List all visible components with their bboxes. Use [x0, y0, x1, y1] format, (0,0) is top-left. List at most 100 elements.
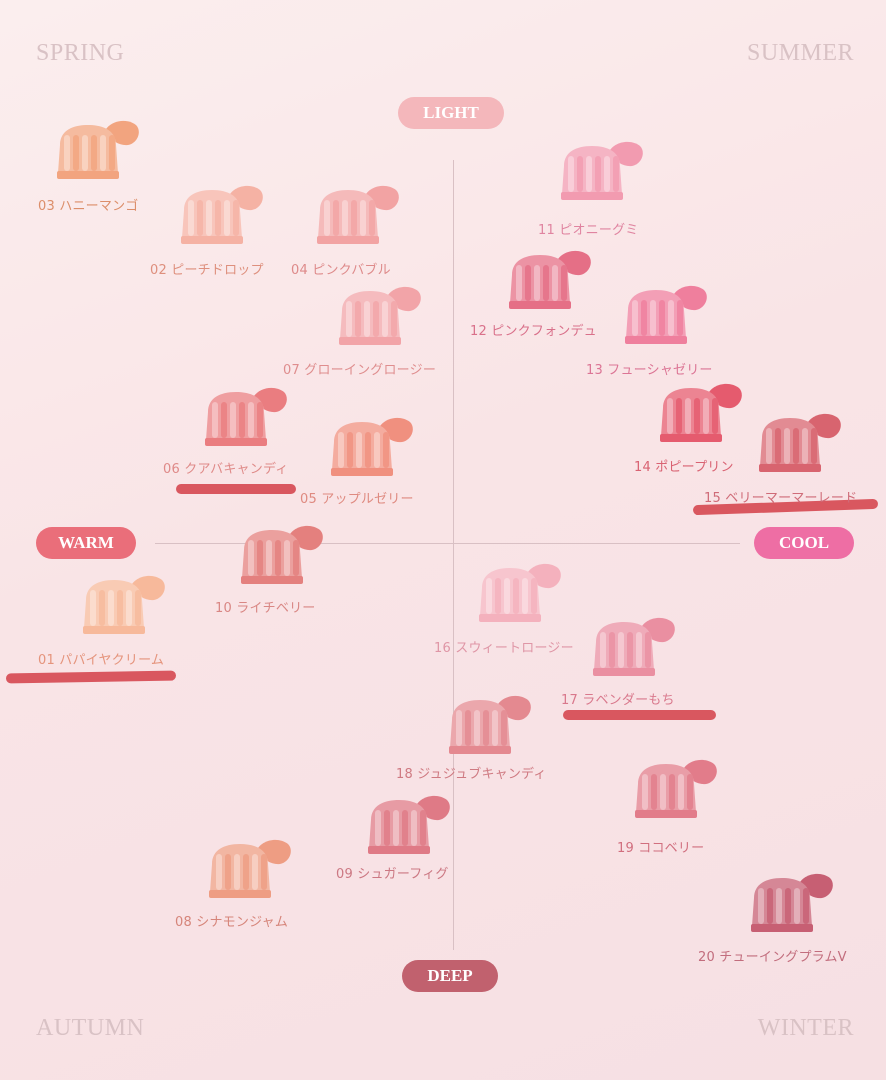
- jelly-swatch-icon: [241, 525, 323, 584]
- jelly-ridge-icon: [483, 710, 489, 746]
- product-label: 06 クアバキャンディ: [163, 462, 289, 477]
- jelly-ridge-icon: [486, 578, 492, 614]
- jelly-ridge-icon: [609, 632, 615, 668]
- jelly-ridge-icon: [109, 135, 115, 171]
- jelly-ridge-icon: [239, 402, 245, 438]
- jelly-ridge-icon: [712, 398, 718, 434]
- jelly-ridge-icon: [811, 428, 817, 464]
- jelly-ridge-icon: [225, 854, 231, 890]
- jelly-ridge-icon: [492, 710, 498, 746]
- jelly-ridge-icon: [221, 402, 227, 438]
- product-label: 19 ココベリー: [617, 841, 705, 856]
- jelly-ridge-icon: [126, 590, 132, 626]
- jelly-ridge-icon: [206, 200, 212, 236]
- jelly-ridge-icon: [215, 200, 221, 236]
- jelly-swatch-icon: [57, 120, 139, 179]
- jelly-base-icon: [759, 464, 821, 472]
- jelly-ridge-icon: [669, 774, 675, 810]
- jelly-ridge-icon: [402, 810, 408, 846]
- jelly-ridge-icon: [64, 135, 70, 171]
- product-label: 08 シナモンジャム: [175, 915, 289, 930]
- jelly-ridge-icon: [257, 540, 263, 576]
- product-label: 11 ピオニーグミ: [538, 223, 639, 238]
- jelly-ridge-icon: [324, 200, 330, 236]
- jelly-ridge-icon: [90, 590, 96, 626]
- jelly-ridge-icon: [338, 432, 344, 468]
- jelly-ridge-icon: [501, 710, 507, 746]
- jelly-ridge-icon: [784, 428, 790, 464]
- jelly-ridge-icon: [766, 428, 772, 464]
- jelly-ridge-icon: [82, 135, 88, 171]
- deep-pill: DEEP: [402, 960, 498, 992]
- jelly-ridge-icon: [525, 265, 531, 301]
- jelly-ridge-icon: [641, 300, 647, 336]
- jelly-ridge-icon: [645, 632, 651, 668]
- jelly-ridge-icon: [420, 810, 426, 846]
- jelly-ridge-icon: [108, 590, 114, 626]
- jelly-ridge-icon: [802, 428, 808, 464]
- jelly-ridge-icon: [522, 578, 528, 614]
- jelly-ridge-icon: [676, 398, 682, 434]
- jelly-ridge-icon: [600, 632, 606, 668]
- jelly-ridge-icon: [91, 135, 97, 171]
- jelly-ridge-icon: [257, 402, 263, 438]
- jelly-base-icon: [331, 468, 393, 476]
- jelly-swatch-icon: [331, 417, 413, 476]
- jelly-ridge-icon: [659, 300, 665, 336]
- jelly-swatch-icon: [317, 185, 399, 244]
- jelly-ridge-icon: [495, 578, 501, 614]
- jelly-ridge-icon: [347, 432, 353, 468]
- jelly-swatch-icon: [479, 563, 561, 622]
- jelly-swatch-icon: [339, 286, 421, 345]
- jelly-ridge-icon: [568, 156, 574, 192]
- jelly-swatch-icon: [449, 695, 531, 754]
- jelly-ridge-icon: [346, 301, 352, 337]
- season-spring: SPRING: [36, 40, 125, 66]
- jelly-ridge-icon: [803, 888, 809, 924]
- jelly-ridge-icon: [365, 432, 371, 468]
- jelly-ridge-icon: [73, 135, 79, 171]
- product-label: 02 ピーチドロップ: [150, 263, 264, 278]
- jelly-ridge-icon: [383, 432, 389, 468]
- jelly-swatch-icon: [181, 185, 263, 244]
- jelly-base-icon: [635, 810, 697, 818]
- jelly-ridge-icon: [561, 265, 567, 301]
- jelly-ridge-icon: [595, 156, 601, 192]
- jelly-ridge-icon: [604, 156, 610, 192]
- jelly-ridge-icon: [248, 540, 254, 576]
- jelly-base-icon: [209, 890, 271, 898]
- jelly-base-icon: [181, 236, 243, 244]
- jelly-ridge-icon: [636, 632, 642, 668]
- jelly-ridge-icon: [188, 200, 194, 236]
- season-winter: WINTER: [757, 1015, 854, 1041]
- jelly-ridge-icon: [364, 301, 370, 337]
- jelly-ridge-icon: [224, 200, 230, 236]
- jelly-ridge-icon: [694, 398, 700, 434]
- jelly-ridge-icon: [767, 888, 773, 924]
- jelly-ridge-icon: [465, 710, 471, 746]
- product-label: 07 グローイングロージー: [283, 363, 437, 378]
- jelly-ridge-icon: [776, 888, 782, 924]
- jelly-swatch-icon: [593, 617, 675, 676]
- jelly-ridge-icon: [685, 398, 691, 434]
- jelly-ridge-icon: [216, 854, 222, 890]
- light-pill: LIGHT: [398, 97, 504, 129]
- product-label: 01 パパイヤクリーム: [38, 653, 165, 668]
- jelly-swatch-icon: [625, 285, 707, 344]
- jelly-swatch-icon: [635, 759, 717, 818]
- product-label: 17 ラベンダーもち: [561, 693, 675, 708]
- jelly-ridge-icon: [374, 432, 380, 468]
- highlight-underline-01: [5, 670, 177, 684]
- jelly-ridge-icon: [293, 540, 299, 576]
- jelly-ridge-icon: [650, 300, 656, 336]
- highlight-underline-17: [563, 710, 716, 720]
- jelly-ridge-icon: [687, 774, 693, 810]
- vertical-axis: [453, 160, 454, 950]
- jelly-ridge-icon: [243, 854, 249, 890]
- jelly-base-icon: [751, 924, 813, 932]
- jelly-ridge-icon: [627, 632, 633, 668]
- jelly-ridge-icon: [543, 265, 549, 301]
- jelly-ridge-icon: [369, 200, 375, 236]
- jelly-base-icon: [205, 438, 267, 446]
- jelly-base-icon: [561, 192, 623, 200]
